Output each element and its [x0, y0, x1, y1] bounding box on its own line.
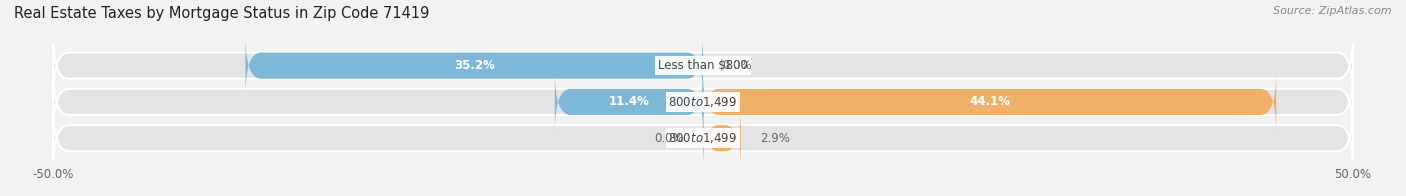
Text: $800 to $1,499: $800 to $1,499 — [668, 95, 738, 109]
FancyBboxPatch shape — [555, 71, 703, 132]
Text: Less than $800: Less than $800 — [658, 59, 748, 72]
FancyBboxPatch shape — [53, 71, 1353, 132]
Text: 35.2%: 35.2% — [454, 59, 495, 72]
Text: 11.4%: 11.4% — [609, 95, 650, 108]
Text: 0.0%: 0.0% — [723, 59, 752, 72]
Text: Real Estate Taxes by Mortgage Status in Zip Code 71419: Real Estate Taxes by Mortgage Status in … — [14, 6, 429, 21]
FancyBboxPatch shape — [246, 35, 703, 96]
Text: Source: ZipAtlas.com: Source: ZipAtlas.com — [1274, 6, 1392, 16]
Text: 44.1%: 44.1% — [969, 95, 1010, 108]
FancyBboxPatch shape — [703, 108, 741, 169]
FancyBboxPatch shape — [703, 71, 1277, 132]
Text: 0.0%: 0.0% — [654, 132, 683, 145]
FancyBboxPatch shape — [53, 35, 1353, 96]
Text: $800 to $1,499: $800 to $1,499 — [668, 131, 738, 145]
FancyBboxPatch shape — [53, 108, 1353, 169]
Text: 2.9%: 2.9% — [761, 132, 790, 145]
